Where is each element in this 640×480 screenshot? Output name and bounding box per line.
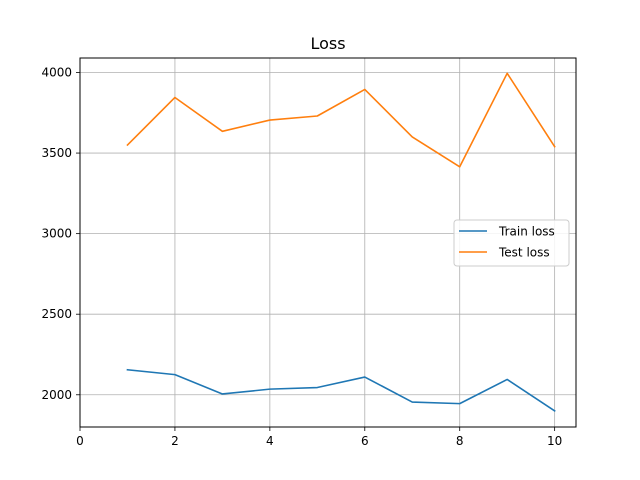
y-tick-label: 2000	[41, 388, 72, 402]
chart-title: Loss	[310, 34, 345, 53]
y-tick-label: 2500	[41, 307, 72, 321]
axis-ticks: 0 2 4 6 8 10 2000 2500 3000 3500 4000	[41, 66, 562, 448]
x-tick-label: 4	[266, 434, 274, 448]
x-tick-label: 0	[76, 434, 84, 448]
y-tick-label: 3500	[41, 146, 72, 160]
plot-frame	[79, 57, 577, 428]
x-tick-label: 8	[456, 434, 464, 448]
y-tick-label: 4000	[41, 66, 72, 80]
x-tick-label: 6	[361, 434, 369, 448]
x-tick-label: 2	[171, 434, 179, 448]
legend: Train loss Test loss	[453, 219, 570, 267]
legend-label-test-loss: Test loss	[498, 246, 550, 260]
train-loss-line	[126, 368, 556, 412]
y-tick-label: 3000	[41, 227, 72, 241]
legend-label-train-loss: Train loss	[498, 225, 555, 239]
test-loss-line	[126, 72, 556, 168]
x-tick-label: 10	[547, 434, 562, 448]
series-lines	[126, 72, 556, 412]
